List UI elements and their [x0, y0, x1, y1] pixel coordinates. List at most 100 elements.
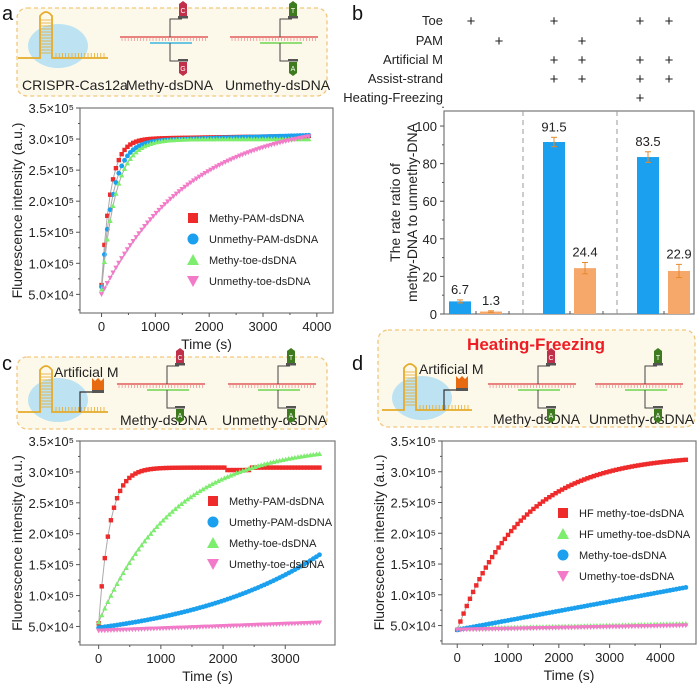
nucleotide-bottom-icon	[176, 409, 184, 423]
data-point	[130, 152, 136, 158]
bar	[637, 157, 659, 314]
data-point	[102, 242, 107, 248]
x-tick-label: 3000	[249, 319, 278, 334]
data-point	[664, 459, 669, 464]
legend-label: Methy-PAM-dsDNA	[229, 496, 325, 508]
nucleotide-top-label: T	[289, 355, 294, 362]
data-point	[268, 142, 274, 148]
data-point	[191, 465, 196, 470]
condition-plus: +	[636, 71, 645, 88]
data-point	[607, 469, 612, 474]
data-point	[120, 483, 126, 488]
y-tick-label: 2.5×10⁵	[390, 496, 436, 511]
data-point	[610, 468, 616, 473]
data-point	[187, 233, 199, 245]
data-point	[651, 460, 657, 466]
nucleotide-bottom-icon	[547, 409, 555, 423]
anchor-top	[178, 16, 188, 19]
data-point	[194, 490, 200, 496]
condition-label: PAM	[416, 33, 443, 48]
data-point	[156, 207, 162, 213]
x-axis-label: Time (s)	[181, 336, 232, 352]
data-point	[537, 501, 542, 507]
legend-label: Umethy-toe-dsDNA	[579, 571, 675, 583]
data-point	[110, 203, 116, 208]
data-point	[209, 481, 215, 487]
data-point	[188, 465, 193, 470]
data-point	[119, 256, 125, 261]
data-point	[104, 281, 110, 286]
data-point	[254, 147, 260, 153]
data-point	[129, 555, 136, 561]
data-point	[133, 235, 139, 240]
nucleotide-top-icon	[547, 348, 555, 363]
nucleotide-top-icon	[289, 1, 297, 16]
condition-label: Assist-strand	[368, 71, 443, 86]
data-point	[237, 153, 243, 159]
panel-letter-c: c	[2, 353, 12, 375]
data-point	[110, 270, 116, 276]
bar-value-label: 22.9	[666, 246, 691, 261]
data-point	[209, 465, 215, 470]
data-point	[101, 286, 108, 292]
data-point	[683, 457, 689, 462]
data-point	[163, 514, 169, 520]
data-point	[227, 472, 234, 478]
data-point	[113, 165, 119, 171]
condition-plus: +	[665, 52, 674, 69]
data-point	[178, 501, 185, 507]
data-point	[262, 465, 267, 470]
anchor-top	[288, 16, 298, 19]
data-point	[231, 156, 237, 161]
data-point	[316, 620, 323, 626]
data-point	[221, 475, 228, 481]
data-point	[110, 177, 116, 182]
crispr-cas12a-icon	[382, 363, 472, 420]
data-point	[215, 478, 221, 484]
label-unmethy-dsdna: Unmethy-dsDNA	[225, 77, 331, 93]
legend-label: Unmethy-toe-dsDNA	[209, 276, 311, 288]
data-point	[172, 506, 178, 512]
plot-frame	[79, 107, 334, 314]
series-methy-toe-dsdna	[454, 584, 689, 633]
bar	[543, 142, 565, 314]
bar	[668, 270, 690, 314]
data-point	[566, 484, 571, 489]
data-point	[308, 465, 313, 470]
data-point	[677, 458, 682, 463]
data-point	[167, 196, 174, 202]
data-point	[642, 462, 647, 467]
data-point	[258, 465, 264, 470]
linker-top	[166, 365, 179, 384]
data-point	[196, 174, 203, 180]
data-point	[208, 167, 214, 173]
y-tick-label: 1.5×10⁵	[390, 557, 436, 572]
data-point	[483, 565, 489, 570]
data-point	[667, 459, 673, 464]
data-point	[160, 517, 166, 523]
data-point	[188, 494, 194, 500]
y-tick-label: 20	[423, 269, 437, 284]
data-point	[163, 465, 169, 471]
data-point	[604, 470, 609, 475]
data-point	[176, 465, 181, 470]
nucleotide-bottom-label: A	[656, 413, 661, 420]
data-point	[165, 199, 171, 205]
x-tick-label: 1000	[494, 650, 523, 665]
data-point	[124, 247, 131, 253]
data-point	[306, 134, 312, 140]
chart-b: 0 20 40 60 80 100 The rate ratio of methy-DNA t…	[343, 13, 695, 322]
data-point	[197, 488, 203, 494]
anchor-bottom	[653, 406, 663, 409]
data-point	[636, 463, 641, 468]
data-point	[557, 528, 569, 539]
anchor	[456, 388, 468, 391]
data-point	[102, 555, 107, 561]
data-point	[105, 534, 111, 539]
data-point	[528, 509, 533, 514]
y-axis-label: methy-DNA to unmethy-DNA	[404, 122, 420, 302]
linker-top	[279, 18, 292, 37]
data-point	[225, 158, 231, 164]
condition-plus: +	[578, 52, 587, 69]
data-point	[295, 465, 301, 470]
